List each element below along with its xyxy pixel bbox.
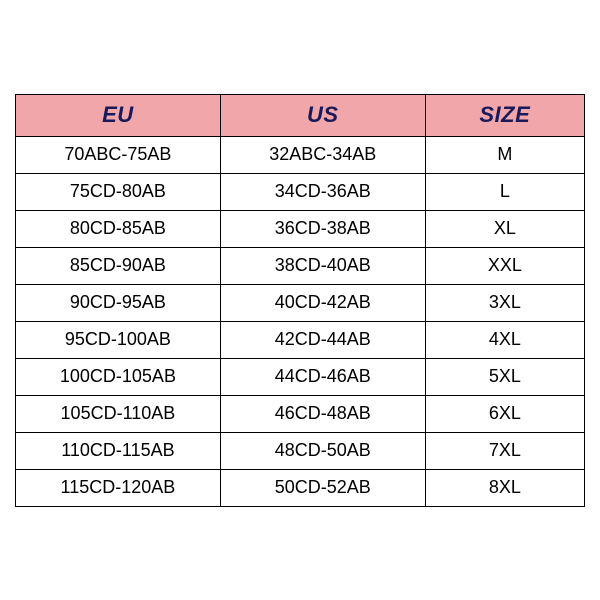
cell-size: 7XL: [425, 432, 584, 469]
cell-size: XXL: [425, 247, 584, 284]
cell-us: 40CD-42AB: [220, 284, 425, 321]
cell-size: M: [425, 136, 584, 173]
cell-eu: 90CD-95AB: [16, 284, 221, 321]
table-row: 105CD-110AB 46CD-48AB 6XL: [16, 395, 585, 432]
table-body: 70ABC-75AB 32ABC-34AB M 75CD-80AB 34CD-3…: [16, 136, 585, 506]
cell-eu: 70ABC-75AB: [16, 136, 221, 173]
cell-us: 38CD-40AB: [220, 247, 425, 284]
table-row: 75CD-80AB 34CD-36AB L: [16, 173, 585, 210]
cell-size: 6XL: [425, 395, 584, 432]
cell-us: 42CD-44AB: [220, 321, 425, 358]
cell-eu: 85CD-90AB: [16, 247, 221, 284]
header-row: EU US SIZE: [16, 94, 585, 136]
table-row: 70ABC-75AB 32ABC-34AB M: [16, 136, 585, 173]
cell-us: 48CD-50AB: [220, 432, 425, 469]
table-row: 85CD-90AB 38CD-40AB XXL: [16, 247, 585, 284]
cell-us: 46CD-48AB: [220, 395, 425, 432]
cell-size: 5XL: [425, 358, 584, 395]
cell-eu: 110CD-115AB: [16, 432, 221, 469]
cell-eu: 105CD-110AB: [16, 395, 221, 432]
cell-size: 8XL: [425, 469, 584, 506]
cell-us: 32ABC-34AB: [220, 136, 425, 173]
size-table-container: EU US SIZE 70ABC-75AB 32ABC-34AB M 75CD-…: [15, 94, 585, 507]
table-head: EU US SIZE: [16, 94, 585, 136]
table-row: 95CD-100AB 42CD-44AB 4XL: [16, 321, 585, 358]
cell-us: 36CD-38AB: [220, 210, 425, 247]
cell-us: 44CD-46AB: [220, 358, 425, 395]
cell-size: XL: [425, 210, 584, 247]
table-row: 90CD-95AB 40CD-42AB 3XL: [16, 284, 585, 321]
size-table: EU US SIZE 70ABC-75AB 32ABC-34AB M 75CD-…: [15, 94, 585, 507]
header-us: US: [220, 94, 425, 136]
cell-eu: 115CD-120AB: [16, 469, 221, 506]
cell-eu: 95CD-100AB: [16, 321, 221, 358]
cell-eu: 75CD-80AB: [16, 173, 221, 210]
cell-eu: 80CD-85AB: [16, 210, 221, 247]
cell-eu: 100CD-105AB: [16, 358, 221, 395]
header-size: SIZE: [425, 94, 584, 136]
cell-us: 34CD-36AB: [220, 173, 425, 210]
cell-us: 50CD-52AB: [220, 469, 425, 506]
table-row: 100CD-105AB 44CD-46AB 5XL: [16, 358, 585, 395]
table-row: 110CD-115AB 48CD-50AB 7XL: [16, 432, 585, 469]
header-eu: EU: [16, 94, 221, 136]
cell-size: 3XL: [425, 284, 584, 321]
table-row: 80CD-85AB 36CD-38AB XL: [16, 210, 585, 247]
table-row: 115CD-120AB 50CD-52AB 8XL: [16, 469, 585, 506]
cell-size: 4XL: [425, 321, 584, 358]
cell-size: L: [425, 173, 584, 210]
